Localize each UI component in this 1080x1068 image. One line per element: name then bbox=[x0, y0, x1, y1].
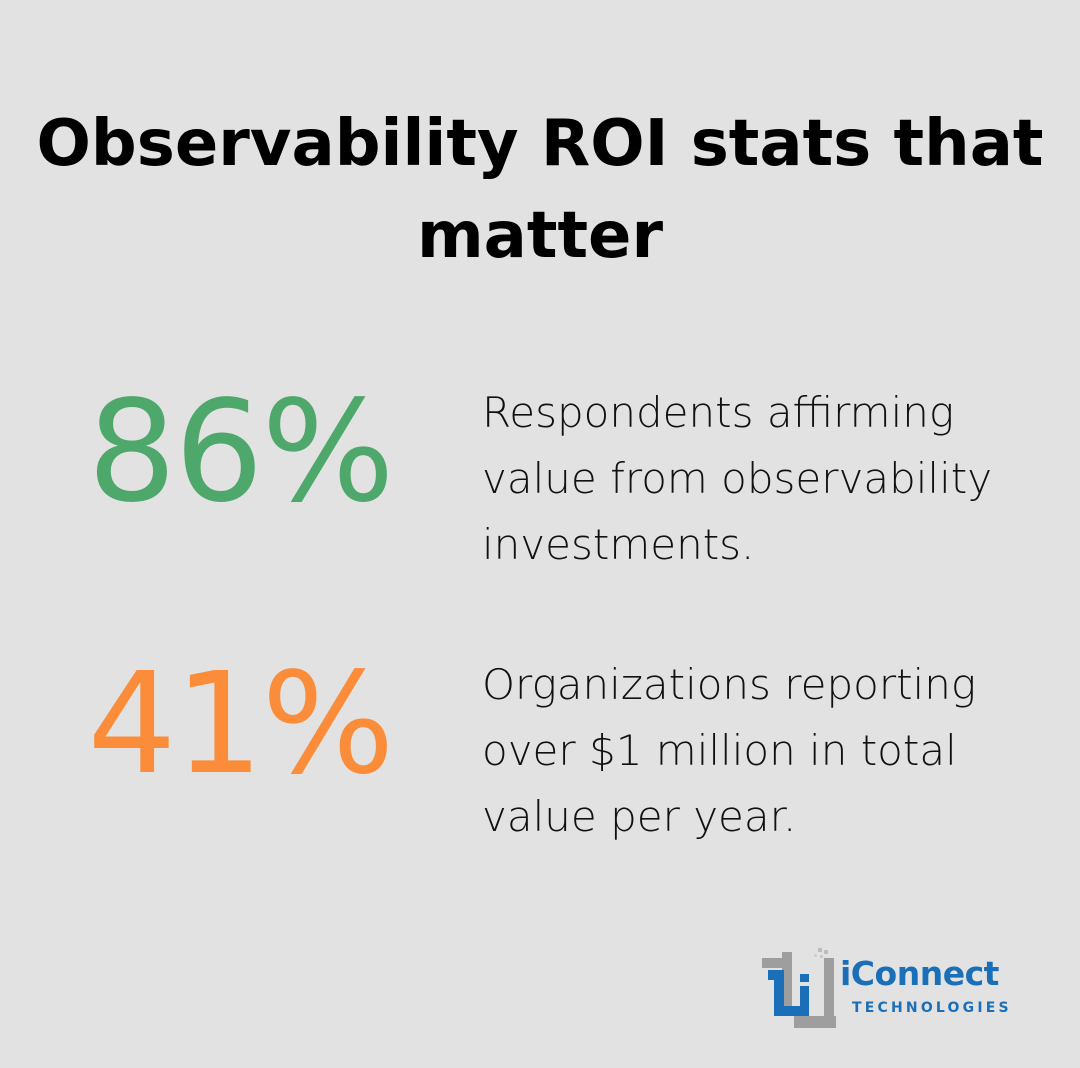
logo-name: iConnect bbox=[840, 954, 999, 993]
stat-description: Respondents affirming value from observa… bbox=[482, 388, 993, 569]
stat-description: Organizations reporting over $1 million … bbox=[482, 660, 977, 841]
company-logo: iConnect TECHNOLOGIES bbox=[760, 946, 1050, 1032]
stat-value: 41% bbox=[87, 643, 394, 806]
iconnect-logo-icon bbox=[762, 948, 836, 1028]
logo-tagline: TECHNOLOGIES bbox=[852, 1000, 1012, 1016]
stat-item: 86% Respondents affirming value from obs… bbox=[0, 378, 1080, 578]
page-title: Observability ROI stats that matter bbox=[36, 107, 1044, 273]
stat-item: 41% Organizations reporting over $1 mill… bbox=[0, 650, 1080, 850]
stat-value: 86% bbox=[87, 371, 394, 534]
